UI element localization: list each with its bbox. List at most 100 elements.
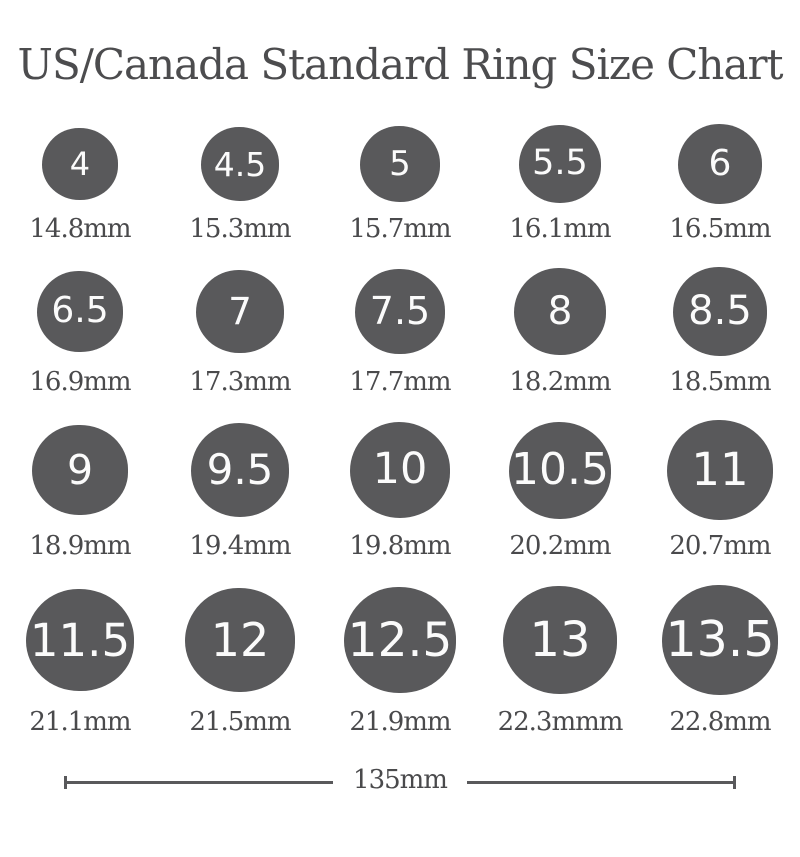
ring-circle: 8.5 <box>672 267 768 356</box>
ring-circle: 7.5 <box>354 269 446 354</box>
diameter-label: 15.3mm <box>189 214 291 244</box>
ring-size-number: 6 <box>708 143 732 184</box>
ring-size-number: 6.5 <box>51 290 109 332</box>
ruler-right-line <box>466 780 733 784</box>
diameter-label: 20.2mm <box>509 531 611 561</box>
ring-circle: 5.5 <box>518 125 601 203</box>
diameter-label: 21.5mm <box>189 707 291 737</box>
ring-size-cell: 10.5 20.2mm <box>508 418 612 561</box>
ring-size-cell: 13 22.3mmm <box>498 582 623 737</box>
ring-size-number: 9.5 <box>206 445 274 494</box>
circle-box: 11.5 <box>26 582 134 698</box>
ring-size-cell: 13.5 22.8mm <box>661 582 779 737</box>
diameter-label: 22.3mmm <box>497 707 624 737</box>
diameter-label: 21.9mm <box>349 707 451 737</box>
diameter-label: 16.1mm <box>509 214 611 244</box>
ring-size-cell: 8.5 18.5mm <box>669 265 772 397</box>
diameter-label: 16.9mm <box>29 367 131 397</box>
ring-size-cell: 5 15.7mm <box>349 123 452 244</box>
ring-circle: 4.5 <box>201 127 279 201</box>
circle-box: 4.5 <box>201 123 279 205</box>
scale-ruler: 135mm <box>64 765 736 797</box>
circle-box: 8 <box>513 265 607 358</box>
circle-box: 8.5 <box>672 265 768 358</box>
ring-circle: 8 <box>513 267 607 356</box>
ring-circle: 12.5 <box>344 587 456 693</box>
ring-size-cell: 8 18.2mm <box>509 265 612 397</box>
diameter-label: 16.5mm <box>669 214 771 244</box>
ring-circle: 7 <box>195 269 285 354</box>
ring-circle: 12 <box>185 588 295 692</box>
circle-box: 5.5 <box>518 123 601 205</box>
ring-circle: 11.5 <box>26 589 134 691</box>
ruler-right-cap <box>733 775 736 789</box>
ring-size-number: 12.5 <box>347 612 453 668</box>
diameter-label: 19.8mm <box>349 531 451 561</box>
ring-size-number: 4.5 <box>213 144 267 184</box>
ring-circle: 13 <box>503 586 617 694</box>
ring-size-number: 9 <box>66 445 94 494</box>
ruler-label: 135mm <box>353 765 448 795</box>
circle-box: 10 <box>349 418 451 522</box>
ring-size-number: 5.5 <box>532 143 588 184</box>
circle-box: 12.5 <box>344 582 456 698</box>
diameter-label: 21.1mm <box>29 707 131 737</box>
ring-size-number: 4 <box>69 145 91 183</box>
ring-size-number: 13 <box>529 611 591 668</box>
ring-size-cell: 9 18.9mm <box>29 418 132 561</box>
ring-size-grid: 4 14.8mm 4.5 15.3mm 5 15.7mm 5.5 16.1mm 6 16.5mm 6… <box>0 123 800 737</box>
ring-size-number: 11.5 <box>29 613 131 667</box>
ring-size-cell: 9.5 19.4mm <box>189 418 292 561</box>
ring-size-cell: 4 14.8mm <box>29 123 132 244</box>
ruler-left-cap <box>64 775 67 789</box>
ring-size-cell: 10 19.8mm <box>349 418 452 561</box>
ring-size-number: 7 <box>228 290 252 333</box>
circle-box: 4 <box>42 123 118 205</box>
ring-circle: 10.5 <box>508 421 612 519</box>
circle-box: 13.5 <box>661 582 779 698</box>
ring-size-number: 7.5 <box>369 289 431 334</box>
ring-circle: 6 <box>677 124 763 204</box>
ring-size-cell: 6.5 16.9mm <box>29 265 132 397</box>
ring-circle: 9.5 <box>190 423 290 517</box>
ring-size-number: 11 <box>691 443 749 497</box>
diameter-label: 22.8mm <box>669 707 771 737</box>
ring-size-number: 5 <box>389 143 411 184</box>
page-title: US/Canada Standard Ring Size Chart <box>17 40 784 89</box>
circle-box: 9.5 <box>190 418 290 522</box>
circle-box: 7 <box>195 265 285 358</box>
ring-size-cell: 12.5 21.9mm <box>344 582 456 737</box>
ring-size-number: 10.5 <box>511 444 609 495</box>
circle-box: 7.5 <box>354 265 446 358</box>
diameter-label: 15.7mm <box>349 214 451 244</box>
circle-box: 6.5 <box>36 265 124 358</box>
ring-size-cell: 11 20.7mm <box>667 418 773 561</box>
ruler-left-line <box>67 780 334 784</box>
ring-size-cell: 7.5 17.7mm <box>349 265 452 397</box>
circle-box: 12 <box>185 582 295 698</box>
ring-size-number: 12 <box>210 612 270 667</box>
ring-size-cell: 6 16.5mm <box>669 123 772 244</box>
ring-size-number: 13.5 <box>665 611 775 669</box>
diameter-label: 17.7mm <box>349 367 451 397</box>
ring-circle: 11 <box>667 420 773 520</box>
ring-circle: 10 <box>349 422 451 518</box>
ring-size-cell: 11.5 21.1mm <box>26 582 134 737</box>
diameter-label: 18.2mm <box>509 367 611 397</box>
ring-size-number: 10 <box>372 444 428 495</box>
circle-box: 5 <box>359 123 440 205</box>
ring-size-number: 8 <box>547 288 573 334</box>
ring-size-cell: 5.5 16.1mm <box>509 123 612 244</box>
diameter-label: 18.9mm <box>29 531 131 561</box>
circle-box: 6 <box>677 123 763 205</box>
circle-box: 13 <box>503 582 617 698</box>
ring-size-cell: 4.5 15.3mm <box>189 123 292 244</box>
ring-size-cell: 7 17.3mm <box>189 265 292 397</box>
circle-box: 10.5 <box>508 418 612 522</box>
ring-circle: 4 <box>42 128 118 200</box>
ring-size-number: 8.5 <box>688 288 752 335</box>
diameter-label: 20.7mm <box>669 531 771 561</box>
circle-box: 11 <box>667 418 773 522</box>
diameter-label: 19.4mm <box>189 531 291 561</box>
